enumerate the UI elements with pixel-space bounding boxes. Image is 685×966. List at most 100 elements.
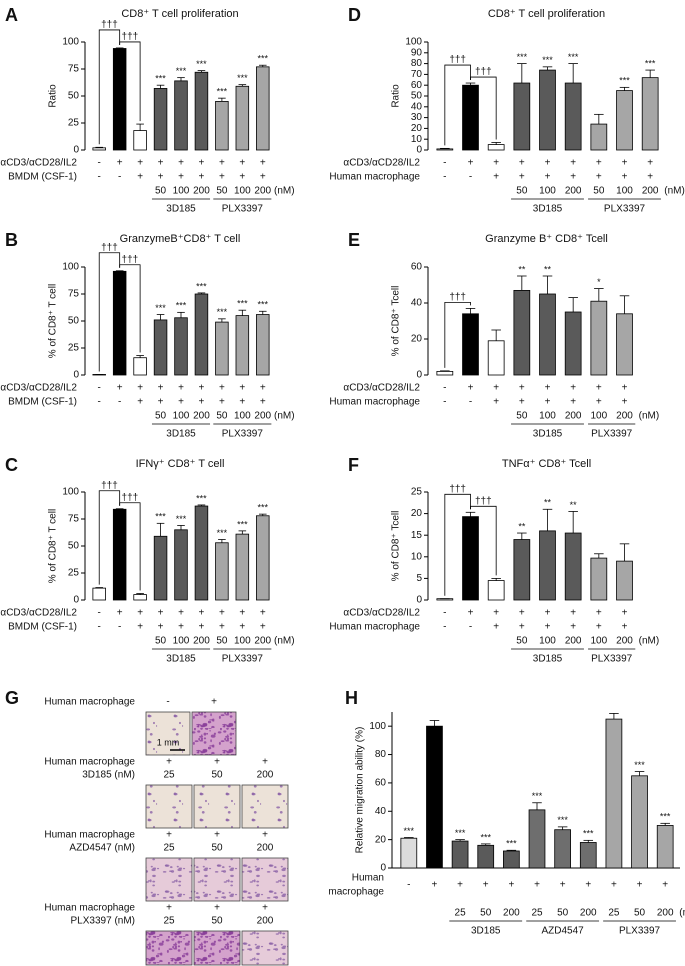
- micrograph: [191, 711, 237, 756]
- significance-label: ***: [155, 74, 166, 84]
- bar: [436, 148, 454, 151]
- dose-label: 25: [163, 916, 175, 927]
- row-value: +: [178, 158, 184, 169]
- y-tick-label: 20: [375, 834, 387, 845]
- error-bar: [491, 142, 501, 145]
- y-tick-label: 0: [416, 145, 422, 156]
- row-value: +: [166, 903, 172, 914]
- dose-label: 25: [455, 908, 467, 919]
- row-value: +: [468, 383, 474, 394]
- error-bar: [404, 837, 414, 839]
- dose-label: 100: [590, 411, 607, 422]
- row-value: +: [260, 622, 266, 633]
- row-value: +: [239, 383, 245, 394]
- significance-label: **: [518, 521, 526, 531]
- row-label: Human: [352, 873, 384, 884]
- bar: [564, 82, 582, 151]
- row-value: +: [239, 158, 245, 169]
- dose-unit: (nM): [679, 908, 685, 919]
- significance-label: ***: [237, 73, 248, 83]
- y-tick-label: 50: [411, 91, 423, 102]
- significance-label: ***: [176, 66, 187, 76]
- error-bar: [568, 511, 578, 534]
- group-label: PLX3397: [222, 204, 264, 215]
- significance-label: ***: [542, 55, 553, 65]
- row-value: +: [647, 172, 653, 183]
- row-value: +: [519, 608, 525, 619]
- y-tick-label: 0: [380, 863, 386, 874]
- significance-label: ***: [583, 829, 594, 839]
- bar: [564, 311, 582, 376]
- comparison-label: †††: [449, 484, 466, 495]
- row-value: -: [98, 158, 101, 169]
- bar: [112, 508, 127, 601]
- row-value: +: [545, 383, 551, 394]
- bar: [235, 85, 250, 151]
- row-value: +: [545, 608, 551, 619]
- dose-label: 200: [565, 186, 582, 197]
- chart-title: IFNγ⁺ CD8⁺ T cell: [136, 458, 225, 470]
- bar: [174, 317, 188, 376]
- row-value: +: [260, 383, 266, 394]
- row-value: +: [596, 397, 602, 408]
- error-bar: [238, 530, 247, 535]
- bar: [590, 123, 608, 151]
- row-value: +: [519, 397, 525, 408]
- bar: [616, 560, 633, 601]
- scale-bar-label: 1 mm: [157, 737, 180, 747]
- row-label: PLX3397 (nM): [71, 916, 135, 927]
- micrograph: [241, 857, 289, 902]
- dose-label: 100: [616, 186, 633, 197]
- dose-label: 200: [193, 636, 210, 647]
- row-value: -: [118, 172, 121, 183]
- dose-label: 50: [211, 770, 223, 781]
- row-value: -: [443, 397, 446, 408]
- row-value: -: [98, 397, 101, 408]
- error-bar: [542, 275, 553, 294]
- dose-label: 50: [516, 411, 528, 422]
- row-value: +: [493, 383, 499, 394]
- row-value: +: [158, 622, 164, 633]
- error-bar: [506, 849, 517, 851]
- error-bar: [156, 314, 165, 320]
- row-value: +: [519, 172, 525, 183]
- error-bar: [517, 63, 527, 84]
- significance-label: ***: [155, 303, 166, 313]
- error-bar: [594, 113, 604, 125]
- row-value: +: [545, 172, 551, 183]
- y-tick-label: 80: [411, 58, 423, 69]
- significance-label: ***: [455, 828, 466, 838]
- row-value: +: [158, 158, 164, 169]
- error-bar: [218, 318, 226, 323]
- dose-label: 50: [557, 908, 569, 919]
- group-label: 3D185: [166, 654, 196, 665]
- row-value: +: [260, 397, 266, 408]
- significance-label: ***: [237, 299, 248, 309]
- bar: [153, 88, 168, 151]
- micrograph: [193, 930, 241, 966]
- dose-label: 50: [516, 636, 528, 647]
- error-bar: [156, 522, 165, 537]
- row-value: +: [519, 622, 525, 633]
- bar: [436, 370, 454, 376]
- significance-label: ***: [532, 791, 543, 801]
- dose-label: 50: [480, 908, 492, 919]
- comparison-label: †††: [449, 55, 466, 66]
- bar: [215, 321, 229, 376]
- bar: [539, 69, 556, 151]
- row-value: +: [137, 158, 143, 169]
- significance-label: ***: [645, 58, 656, 68]
- error-bar: [491, 578, 501, 581]
- bar: [462, 313, 479, 376]
- dose-label: 200: [616, 636, 633, 647]
- error-bar: [95, 146, 104, 148]
- bar: [462, 516, 479, 601]
- bar: [564, 532, 582, 601]
- significance-label: ***: [660, 812, 671, 822]
- comparison-label: †††: [101, 242, 118, 253]
- micrograph: [145, 930, 193, 966]
- row-value: +: [534, 880, 540, 891]
- error-bar: [218, 97, 226, 102]
- dose-label: 200: [657, 908, 674, 919]
- row-value: +: [596, 383, 602, 394]
